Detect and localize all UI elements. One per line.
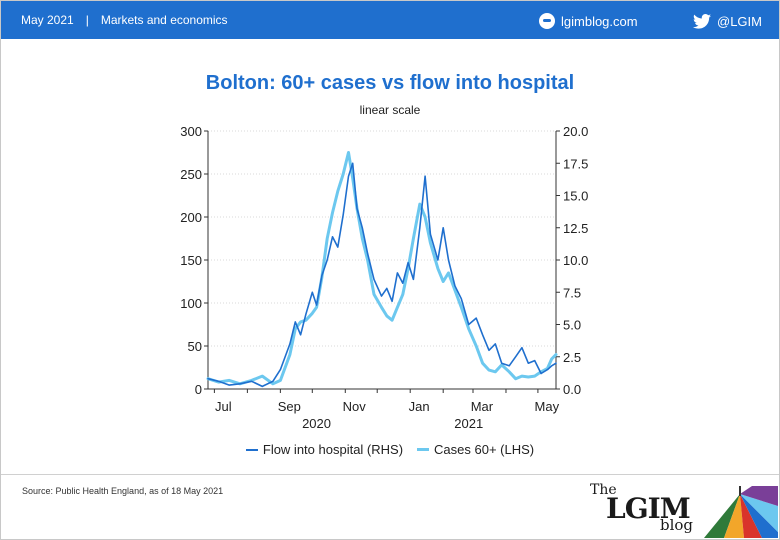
logo-the: The [590, 482, 617, 498]
left-tick-label: 0 [195, 382, 202, 397]
legend-item-cases: Cases 60+ (LHS) [417, 442, 534, 457]
x-tick-label: Mar [471, 399, 494, 414]
header-twitter[interactable]: @LGIM [717, 13, 762, 29]
right-tick-label: 0.0 [563, 382, 581, 397]
x-tick-label: Nov [343, 399, 367, 414]
left-tick-label: 50 [188, 339, 202, 354]
x-tick-label: Jan [409, 399, 430, 414]
chart-area: 0 50 100 150 200 250 300 0.0 2.5 5.0 7.5 10.0 12.5 15… [180, 124, 588, 431]
logo-main: LGIM [606, 492, 691, 525]
header-twitter-link[interactable]: @LGIM [693, 11, 762, 31]
header-date: May 2021 [21, 13, 74, 27]
umbrella-icon [704, 486, 778, 538]
legend-swatch-cases [417, 448, 430, 451]
right-tick-label: 15.0 [563, 189, 588, 204]
right-tick-label: 2.5 [563, 350, 581, 365]
left-tick-label: 200 [180, 210, 202, 225]
x-year-label: 2020 [302, 416, 331, 431]
legend-item-hospital: Flow into hospital (RHS) [245, 442, 404, 457]
lgim-blog-logo: The LGIM blog [588, 478, 698, 538]
series-line-flow-into-hospital [207, 162, 557, 388]
left-tick-label: 100 [180, 296, 202, 311]
right-tick-label: 20.0 [563, 124, 588, 139]
x-tick-label: May [535, 399, 560, 414]
chart-grid [208, 130, 556, 390]
header-bar: May 2021 | Markets and economics lgimblog.… [1, 1, 779, 39]
globe-icon [539, 13, 555, 29]
left-tick-label: 300 [180, 124, 202, 139]
header-section[interactable]: Markets and economics [100, 13, 228, 27]
left-tick-label: 250 [180, 167, 202, 182]
legend-label-cases: Cases 60+ (LHS) [434, 442, 535, 457]
twitter-icon [693, 13, 711, 29]
x-tick-label: Jul [215, 399, 232, 414]
x-year-label: 2021 [454, 416, 483, 431]
chart-legend: Flow into hospital (RHS) Cases 60+ (LHS) [0, 442, 780, 457]
right-tick-label: 5.0 [563, 318, 581, 333]
series-line-cases-60plus [206, 151, 558, 386]
header-site-link[interactable]: lgimblog.com [539, 11, 638, 31]
chart-title: Bolton: 60+ cases vs flow into hospital [205, 72, 575, 94]
chart-series [206, 151, 558, 388]
legend-swatch-hospital [245, 448, 258, 451]
header-separator: | [85, 13, 89, 27]
legend-label-hospital: Flow into hospital (RHS) [262, 442, 404, 457]
left-tick-label: 150 [180, 253, 202, 268]
chart-subtitle: linear scale [359, 103, 421, 117]
source-note: Source: Public Health England, as of 18 … [22, 486, 224, 496]
right-tick-label: 12.5 [563, 221, 588, 236]
footer-divider [1, 474, 779, 475]
right-tick-label: 10.0 [563, 253, 588, 268]
right-tick-label: 7.5 [563, 285, 581, 300]
x-tick-label: Sep [278, 399, 301, 414]
header-site[interactable]: lgimblog.com [561, 13, 638, 29]
right-tick-label: 17.5 [563, 156, 588, 171]
chart-axes: 0 50 100 150 200 250 300 0.0 2.5 5.0 7.5 10.0 12.5 15… [180, 124, 588, 431]
logo-blog: blog [660, 516, 694, 534]
header-left: May 2021 | Markets and economics [21, 13, 228, 27]
